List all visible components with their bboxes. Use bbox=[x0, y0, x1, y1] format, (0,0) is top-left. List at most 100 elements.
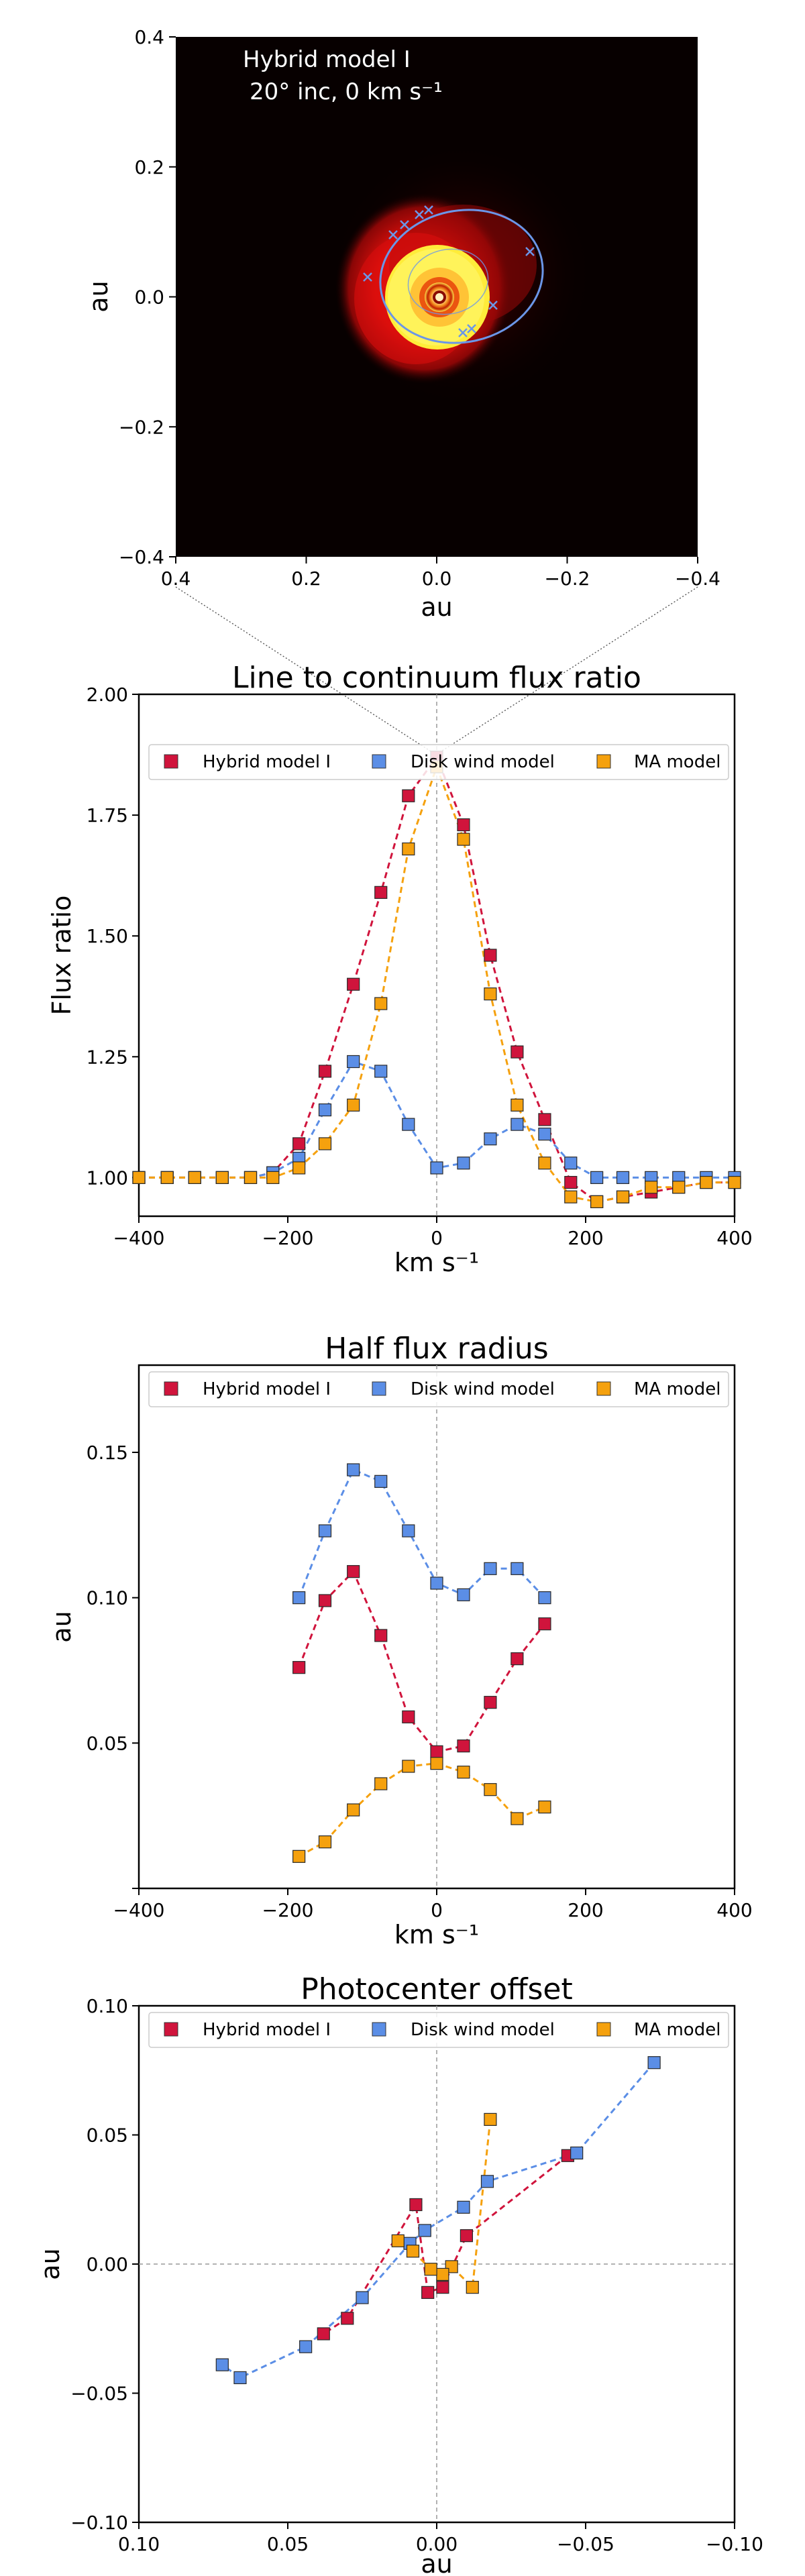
legend-marker-ma bbox=[596, 754, 611, 769]
image-ytick-label: 0.0 bbox=[134, 286, 164, 309]
data-point-disk bbox=[347, 1055, 360, 1069]
data-point-disk bbox=[564, 1157, 578, 1170]
legend-label-ma: MA model bbox=[634, 2020, 720, 2040]
data-point-disk bbox=[484, 1132, 497, 1146]
data-point-hybrid bbox=[292, 1137, 306, 1150]
data-point-ma bbox=[645, 1181, 658, 1194]
y-tick-label: 1.25 bbox=[87, 1046, 128, 1068]
image-title: Hybrid model I bbox=[243, 46, 411, 73]
photocenter-chart: Photocenter offset au au 0.10 0.05 0.00 −0.… bbox=[36, 1972, 763, 2576]
photocenter-title: Photocenter offset bbox=[301, 1972, 573, 2006]
data-point-disk bbox=[402, 1118, 415, 1131]
data-point-ma bbox=[318, 1835, 332, 1849]
x-tick-label: 200 bbox=[568, 1227, 603, 1249]
data-point-hybrid bbox=[538, 1113, 551, 1126]
data-point-disk bbox=[402, 1524, 415, 1538]
y-tick-label: −0.10 bbox=[70, 2512, 128, 2534]
data-point-disk bbox=[318, 1103, 332, 1117]
data-point-hybrid bbox=[436, 2281, 449, 2294]
image-xtick-label: 0.2 bbox=[291, 568, 321, 590]
data-point-disk bbox=[538, 1591, 551, 1605]
y-tick-label: 0.15 bbox=[87, 1442, 128, 1464]
data-point-disk bbox=[292, 1591, 306, 1605]
image-xtick-label: −0.2 bbox=[545, 568, 590, 590]
data-point-ma bbox=[484, 987, 497, 1001]
legend-label-hybrid: Hybrid model I bbox=[203, 1379, 331, 1399]
data-point-hybrid bbox=[564, 1175, 578, 1189]
legend-marker-hybrid bbox=[164, 754, 178, 769]
emission-map bbox=[327, 141, 596, 409]
data-point-disk bbox=[570, 2146, 584, 2160]
data-point-ma bbox=[188, 1171, 201, 1184]
x-tick-label: 0.10 bbox=[118, 2533, 160, 2555]
data-point-ma bbox=[484, 2112, 497, 2126]
data-point-disk bbox=[511, 1118, 524, 1131]
data-point-ma bbox=[424, 2263, 437, 2276]
data-point-ma bbox=[457, 833, 470, 846]
data-point-disk bbox=[374, 1474, 388, 1488]
image-ytick-label: 0.2 bbox=[134, 156, 164, 178]
data-point-disk bbox=[457, 2200, 470, 2214]
legend-marker-hybrid bbox=[164, 2022, 178, 2037]
legend-marker-disk bbox=[372, 1381, 386, 1396]
x-tick-label: 0.05 bbox=[267, 2533, 309, 2555]
half-flux-title: Half flux radius bbox=[325, 1332, 548, 1366]
data-point-disk bbox=[511, 1562, 524, 1575]
data-point-disk bbox=[430, 1576, 443, 1590]
data-point-ma bbox=[511, 1098, 524, 1112]
x-tick-label: −400 bbox=[113, 1899, 165, 1921]
data-point-ma bbox=[244, 1171, 258, 1184]
y-tick-label: 1.00 bbox=[87, 1167, 128, 1189]
data-point-hybrid bbox=[511, 1045, 524, 1059]
data-point-hybrid bbox=[457, 1739, 470, 1753]
data-point-disk bbox=[616, 1171, 630, 1184]
image-ylabel: au bbox=[84, 280, 113, 312]
y-tick-label: 0.10 bbox=[87, 1995, 128, 2017]
data-point-ma bbox=[347, 1803, 360, 1817]
image-xtick-label: 0.0 bbox=[422, 568, 452, 590]
data-point-ma bbox=[436, 2267, 449, 2281]
photocenter-legend: Hybrid model I Disk wind model MA model bbox=[148, 2012, 729, 2048]
data-point-ma bbox=[292, 1161, 306, 1175]
data-point-ma bbox=[160, 1171, 174, 1184]
data-point-disk bbox=[457, 1157, 470, 1170]
data-point-ma bbox=[215, 1171, 229, 1184]
x-tick-label: −400 bbox=[113, 1227, 165, 1249]
data-point-hybrid bbox=[402, 1710, 415, 1723]
photocenter-xlabel: au bbox=[421, 2549, 452, 2576]
data-point-disk bbox=[480, 2175, 494, 2188]
image-ytick-label: −0.4 bbox=[119, 546, 164, 568]
data-point-disk bbox=[356, 2291, 369, 2304]
orbit-position-marker bbox=[424, 205, 433, 215]
data-point-hybrid bbox=[374, 885, 388, 899]
series-line-hybrid bbox=[139, 755, 735, 1203]
legend-marker-disk bbox=[372, 2022, 386, 2037]
y-tick-label: 2.00 bbox=[87, 684, 128, 706]
data-point-ma bbox=[402, 842, 415, 856]
flux-ratio-xlabel: km s⁻¹ bbox=[394, 1248, 479, 1277]
data-point-ma bbox=[672, 1181, 686, 1194]
data-point-ma bbox=[728, 1175, 741, 1189]
legend-label-hybrid: Hybrid model I bbox=[203, 2020, 331, 2040]
series-line-disk bbox=[298, 1468, 546, 1599]
legend-label-hybrid: Hybrid model I bbox=[203, 752, 331, 772]
data-point-hybrid bbox=[421, 2286, 435, 2299]
data-point-hybrid bbox=[430, 1745, 443, 1758]
data-point-hybrid bbox=[347, 977, 360, 991]
legend-marker-hybrid bbox=[164, 1381, 178, 1396]
x-tick-label: 0.00 bbox=[416, 2533, 458, 2555]
data-point-ma bbox=[292, 1849, 306, 1863]
series-line-disk bbox=[221, 2061, 655, 2379]
data-point-ma bbox=[466, 2281, 479, 2294]
legend-marker-ma bbox=[596, 1381, 611, 1396]
series-line-ma bbox=[298, 1762, 545, 1858]
data-point-disk bbox=[484, 1562, 497, 1575]
x-tick-label: 0 bbox=[431, 1899, 443, 1921]
x-tick-label: 400 bbox=[716, 1899, 752, 1921]
data-point-ma bbox=[347, 1098, 360, 1112]
x-tick-label: −200 bbox=[262, 1899, 314, 1921]
data-point-hybrid bbox=[341, 2312, 354, 2325]
orbit-position-marker bbox=[400, 220, 409, 229]
image-xtick-label: −0.4 bbox=[675, 568, 720, 590]
data-point-disk bbox=[430, 1161, 443, 1175]
